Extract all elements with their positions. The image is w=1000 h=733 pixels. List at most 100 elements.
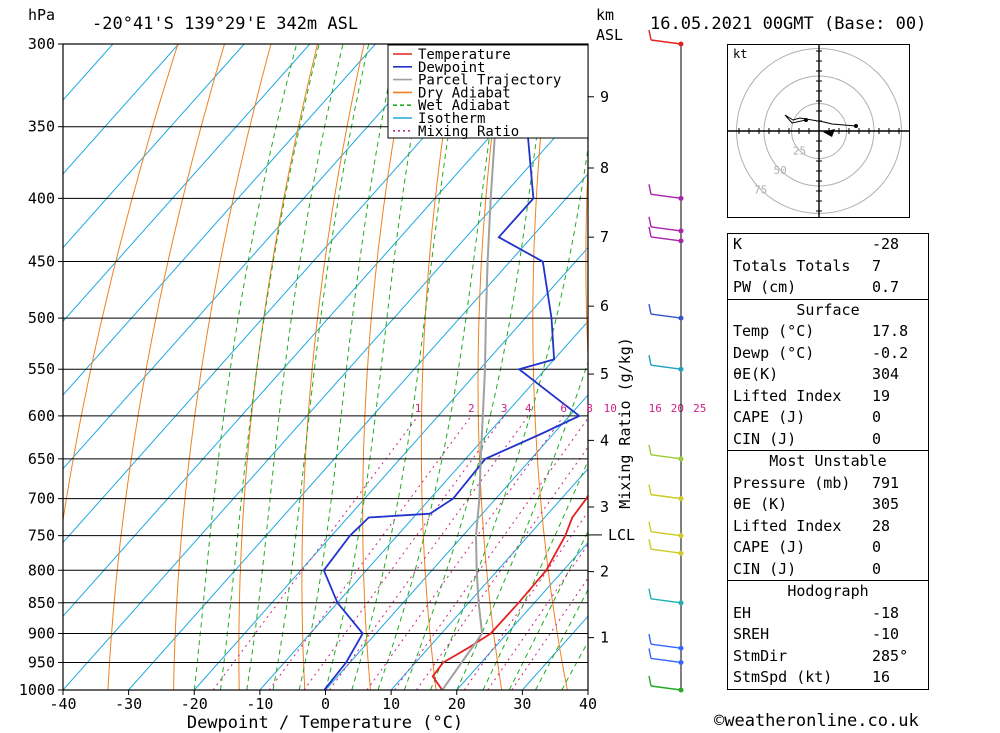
hodograph-unit: kt xyxy=(733,47,747,61)
isotherm-line xyxy=(128,173,588,690)
isotherm-line xyxy=(63,99,588,690)
legend-label: Temperature xyxy=(418,47,511,63)
dry-adiabat-line xyxy=(63,44,179,524)
wind-barb-flag xyxy=(648,216,652,228)
mixing-ratio-label: 16 xyxy=(649,402,662,415)
x-tick-label: 40 xyxy=(579,695,597,713)
isotherm-line xyxy=(63,44,442,470)
wind-barb-flag xyxy=(648,539,652,550)
km-tick-label: 8 xyxy=(600,159,609,177)
index-row: CAPE (J) 0 xyxy=(733,408,882,426)
dry-adiabat-line xyxy=(107,44,226,690)
section-title: Surface xyxy=(796,300,860,319)
mixing-ratio-label: 20 xyxy=(671,402,684,415)
km-tick-label: 2 xyxy=(600,563,609,581)
wet-adiabat-line xyxy=(456,360,588,690)
mixing-ratio-label: 1 xyxy=(415,402,422,415)
mixing-ratio-label: 6 xyxy=(560,402,567,415)
isotherm-line xyxy=(63,44,245,249)
wind-barbs xyxy=(648,29,684,693)
mixing-ratio-label: 8 xyxy=(586,402,593,415)
index-row: Dewp (°C) -0.2 xyxy=(733,343,909,362)
km-tick-label: 9 xyxy=(600,88,609,106)
x-tick-label: -10 xyxy=(246,695,273,713)
wind-barb-shaft xyxy=(650,313,682,319)
wind-barb-shaft xyxy=(650,193,682,200)
wet-adiabat-line xyxy=(246,44,344,690)
wind-barb-shaft xyxy=(650,548,682,554)
y-tick-label: 500 xyxy=(28,309,55,327)
y-tick-label: 950 xyxy=(28,653,55,671)
wet-adiabat-line xyxy=(220,44,320,690)
km-tick-label: 5 xyxy=(600,365,609,383)
y-tick-label: 1000 xyxy=(19,681,55,699)
wind-barb-flag xyxy=(648,29,652,41)
mixing-ratio-label: 3 xyxy=(501,402,508,415)
x-tick-label: 10 xyxy=(382,695,400,713)
y-tick-label: 650 xyxy=(28,450,55,468)
mixing-ratio-label: 10 xyxy=(604,402,617,415)
index-row: Lifted Index 19 xyxy=(733,386,891,405)
wet-adiabat-line xyxy=(272,44,370,690)
wind-barb-shaft xyxy=(650,598,682,604)
wind-barb-flag xyxy=(648,355,652,366)
y-tick-label: 350 xyxy=(28,118,55,136)
wind-barb-shaft xyxy=(650,39,682,45)
x-tick-label: 20 xyxy=(448,695,466,713)
hodograph-trace xyxy=(784,114,857,127)
km-label: km xyxy=(596,6,614,24)
mixing-ratio-label: 2 xyxy=(468,402,475,415)
isotherm-line xyxy=(193,246,588,690)
hodograph-ring-label: 50 xyxy=(773,164,786,177)
mixing-ratio-label: 25 xyxy=(693,402,706,415)
dry-adiabat-line xyxy=(477,44,505,690)
indices-surface: Surface Temp (°C) 17.8 Dewp (°C) -0.2 θE(K… xyxy=(728,298,928,451)
dry-adiabat-line xyxy=(238,44,319,690)
indices-hodograph: Hodograph EH -18 SREH -10 StmDir 285° StmSp… xyxy=(728,580,928,689)
dry-adiabat-line xyxy=(362,44,412,690)
section-title: Most Unstable xyxy=(769,452,887,470)
wind-barb-shaft xyxy=(650,530,682,537)
mixing-ratio-line xyxy=(303,415,505,690)
wind-barb-flag xyxy=(648,484,652,495)
wind-barb-shaft xyxy=(650,454,682,460)
mixing-ratio-label: 4 xyxy=(525,402,532,415)
index-row: CIN (J) 0 xyxy=(733,559,882,578)
wet-adiabat-line xyxy=(430,145,588,690)
lcl-label: LCL xyxy=(608,526,635,544)
dry-adiabat-line xyxy=(637,35,698,690)
mixing-ratio-line xyxy=(212,415,419,690)
index-row: Temp (°C) 17.8 xyxy=(733,322,909,340)
dry-adiabat-line xyxy=(301,44,365,690)
y-tick-label: 900 xyxy=(28,624,55,642)
wind-barb-shaft xyxy=(650,364,682,370)
legend-label: Isotherm xyxy=(418,111,485,127)
legend-label: Dry Adiabat xyxy=(418,85,511,101)
y-tick-label: 450 xyxy=(28,253,55,271)
km-tick-label: 1 xyxy=(600,629,609,647)
indices-top: K -28 Totals Totals 7 PW (cm) 0.7 xyxy=(728,234,928,299)
isotherm-line xyxy=(63,44,311,323)
isotherm-line xyxy=(63,44,573,618)
legend-label: Parcel Trajectory xyxy=(418,73,561,89)
index-row: θE(K) 304 xyxy=(733,365,900,383)
hodograph-point xyxy=(804,118,808,122)
wind-barb-shaft xyxy=(650,226,682,232)
y-tick-label: 550 xyxy=(28,360,55,378)
copyright: ©weatheronline.co.uk xyxy=(714,711,919,731)
isotherm-line xyxy=(63,44,179,175)
index-row: StmSpd (kt) 16 xyxy=(733,668,891,686)
dry-adiabat-line xyxy=(968,35,1000,690)
hodograph-ring-label: 75 xyxy=(754,183,767,196)
axes: 3003504004505005506006507007508008509009… xyxy=(19,35,635,713)
x-axis-label: Dewpoint / Temperature (°C) xyxy=(187,713,463,733)
indices-table: K -28 Totals Totals 7 PW (cm) 0.7 Surface T… xyxy=(727,233,929,690)
wind-barb-flag xyxy=(648,634,652,645)
km-tick-label: 3 xyxy=(600,498,609,516)
dry-adiabat-line xyxy=(585,156,588,365)
wet-adiabat-line xyxy=(193,44,298,690)
wind-barb-flag xyxy=(648,521,652,532)
km-tick-label: 4 xyxy=(600,431,609,449)
